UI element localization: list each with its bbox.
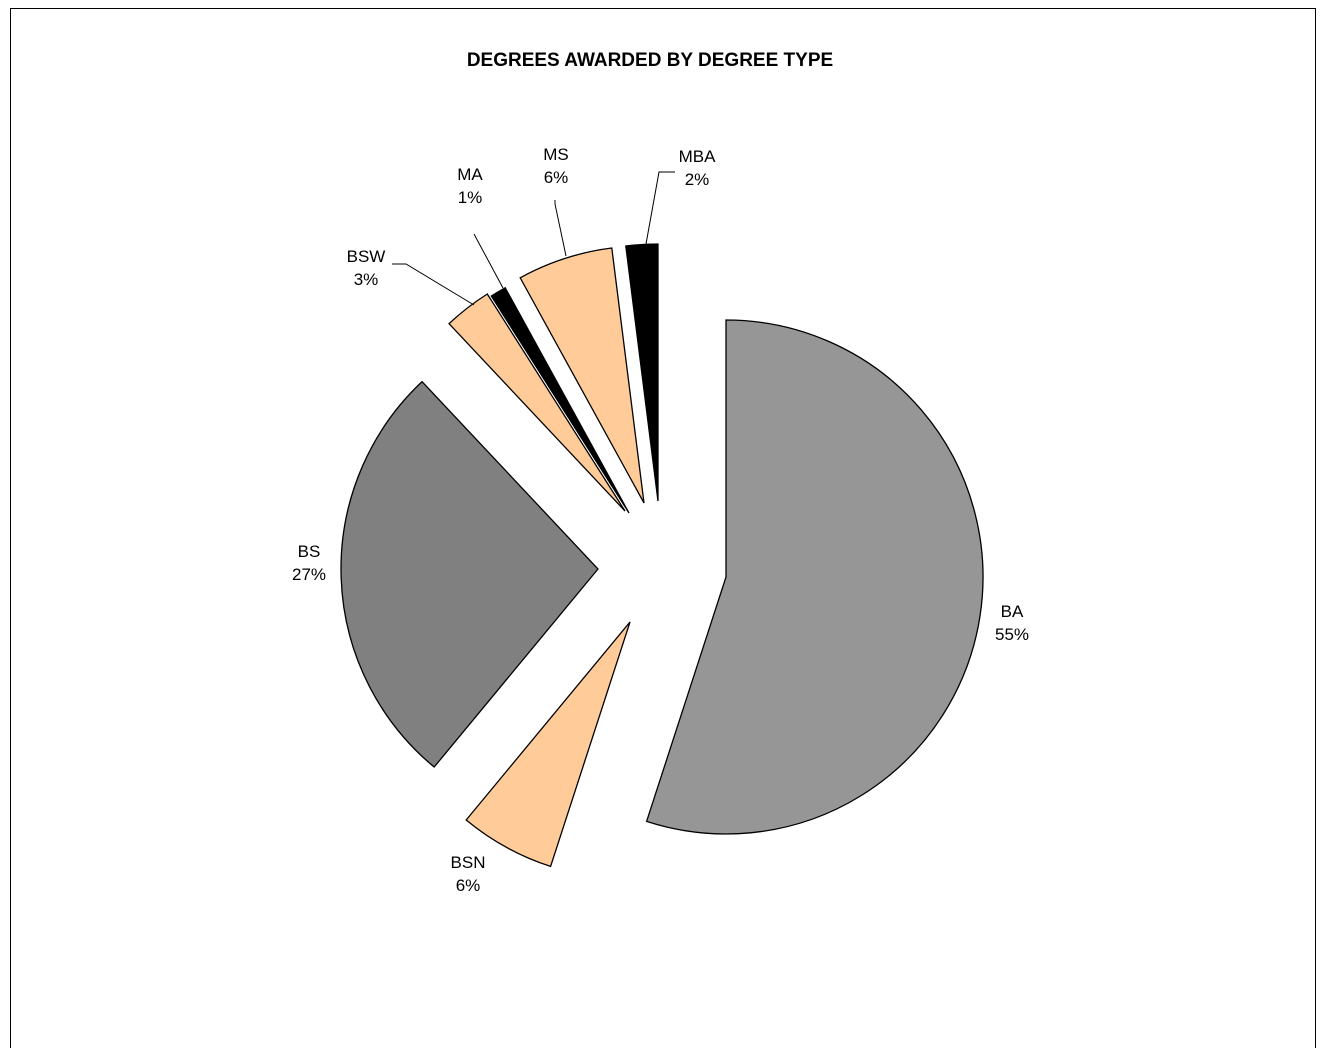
leader-line-mba [645,171,675,245]
slice-percent-label: 55% [995,625,1029,644]
slice-category-label: MS [543,145,569,164]
slice-percent-label: 1% [458,188,483,207]
slice-label-ba: BA 55% [995,602,1029,644]
slice-percent-label: 2% [685,170,710,189]
pie-slice-bsw [448,293,626,512]
slice-category-label: BSN [451,853,486,872]
slice-labels: BA 55% BSN 6% BS 27% BSW 3% MA 1% MS 6% MBA 2% [292,145,1029,895]
slice-label-ma: MA 1% [457,165,483,207]
pie-slice-ba [645,319,984,835]
slice-category-label: MBA [679,147,717,166]
slice-label-mba: MBA 2% [679,147,717,189]
leader-line-ms [554,200,567,257]
slice-label-bsn: BSN 6% [451,853,486,895]
slice-label-bsw: BSW 3% [347,247,386,289]
slice-label-bs: BS 27% [292,542,326,584]
pie-slice-bs [340,380,599,768]
chart-title: DEGREES AWARDED BY DEGREE TYPE [467,50,833,71]
leader-lines [392,171,675,306]
pie-slice-bsn [465,621,631,868]
pie-slices [340,243,984,868]
pie-slice-mba [625,243,659,502]
slice-percent-label: 6% [456,876,481,895]
slice-category-label: BSW [347,247,386,266]
pie-slice-ma [490,286,630,514]
slice-category-label: BS [298,542,321,561]
slice-category-label: BA [1001,602,1024,621]
slice-label-ms: MS 6% [543,145,569,187]
leader-line-bsw [392,263,475,306]
slice-percent-label: 6% [544,168,569,187]
leader-line-ma [473,233,504,289]
slice-percent-label: 27% [292,565,326,584]
chart-area [10,8,1316,1048]
slice-category-label: MA [457,165,483,184]
pie-slice-ms [519,247,645,504]
slice-percent-label: 3% [354,270,379,289]
